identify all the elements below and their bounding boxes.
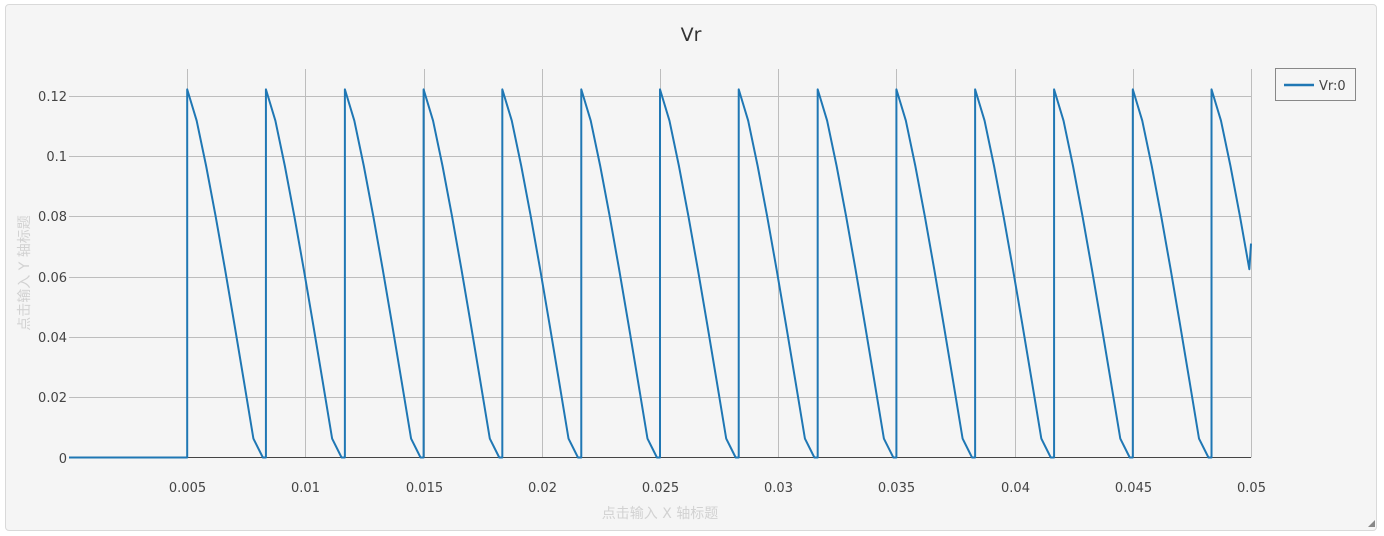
y-tick-label: 0 — [59, 452, 67, 467]
series-layer — [69, 88, 1252, 459]
legend[interactable]: Vr:0 — [1275, 68, 1356, 101]
x-tick-label: 0.045 — [1115, 481, 1152, 496]
x-tick-label: 0.03 — [764, 481, 793, 496]
y-tick-labels: 0 0.02 0.04 0.06 0.08 0.1 0.12 — [38, 90, 67, 467]
x-tick-label: 0.015 — [406, 481, 443, 496]
x-tick-label: 0.01 — [291, 481, 320, 496]
y-axis-title[interactable]: 点击输入 Y 轴标题 — [17, 215, 33, 330]
x-tick-label: 0.025 — [642, 481, 679, 496]
y-tick-label: 0.1 — [46, 150, 67, 165]
x-tick-labels: 0.005 0.01 0.015 0.02 0.025 0.03 0.035 0.04 0.04… — [169, 481, 1266, 496]
y-tick-label: 0.08 — [38, 210, 67, 225]
x-tick-label: 0.005 — [169, 481, 206, 496]
x-axis-title[interactable]: 点击输入 X 轴标题 — [602, 506, 719, 522]
legend-label: Vr:0 — [1319, 79, 1346, 94]
chart-title[interactable]: Vr — [681, 24, 702, 46]
y-tick-label: 0.04 — [38, 331, 67, 346]
x-tick-label: 0.05 — [1237, 481, 1266, 496]
x-tick-label: 0.02 — [528, 481, 557, 496]
x-tick-label: 0.035 — [878, 481, 915, 496]
chart-panel — [5, 4, 1377, 531]
x-tick-label: 0.04 — [1001, 481, 1030, 496]
series-line-0[interactable] — [69, 88, 1252, 459]
y-tick-label: 0.02 — [38, 391, 67, 406]
y-tick-label: 0.12 — [38, 90, 67, 105]
y-tick-label: 0.06 — [38, 271, 67, 286]
resize-grip-icon[interactable] — [1368, 520, 1375, 527]
